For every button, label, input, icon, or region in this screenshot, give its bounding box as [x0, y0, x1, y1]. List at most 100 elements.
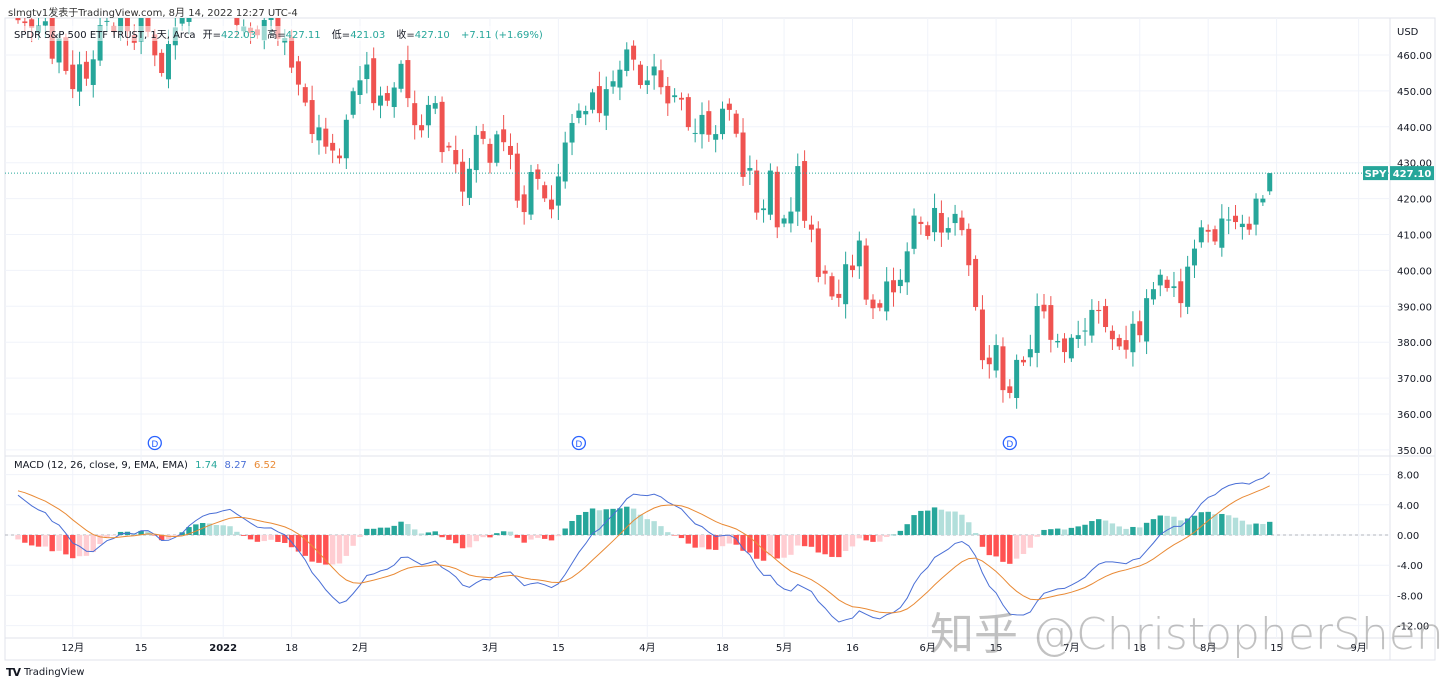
candle-body	[740, 132, 746, 177]
macd-histogram-bar	[35, 535, 42, 547]
candle-body	[1103, 306, 1109, 328]
time-tick-label: 18	[285, 643, 298, 654]
time-tick-label: 18	[1133, 643, 1146, 654]
time-tick-label: 15	[990, 643, 1003, 654]
candle-body	[268, 18, 274, 20]
macd-histogram-bar	[1034, 535, 1040, 537]
price-tick-label: 350.00	[1397, 446, 1432, 457]
macd-histogram-bar	[1027, 535, 1034, 548]
macd-histogram-bar	[220, 525, 226, 535]
price-tick-label: 370.00	[1397, 374, 1432, 385]
macd-histogram-bar	[384, 527, 391, 535]
candle-body	[802, 161, 808, 221]
macd-histogram-bar	[952, 511, 958, 535]
macd-histogram-bar	[685, 535, 692, 544]
candle-body	[637, 64, 643, 86]
candle-body	[945, 228, 951, 233]
time-tick-label: 3月	[482, 642, 498, 654]
macd-histogram-bar	[1232, 517, 1239, 535]
candle-body	[425, 104, 431, 126]
macd-histogram-bar	[870, 535, 876, 542]
candle-body	[767, 170, 773, 215]
macd-histogram-bar	[350, 535, 356, 546]
macd-histogram-bar	[247, 535, 254, 540]
candle-body	[371, 58, 377, 104]
candle-body	[979, 309, 985, 361]
candle-body	[1198, 227, 1204, 243]
candle-body	[357, 80, 363, 95]
macd-pane	[5, 472, 1390, 623]
macd-histogram-bar	[377, 527, 384, 535]
macd-histogram-bar	[453, 535, 459, 544]
candle-body	[815, 228, 821, 277]
macd-histogram-bar	[282, 535, 288, 543]
candle-body	[576, 110, 582, 118]
candle-body	[42, 21, 48, 26]
candle-body	[118, 18, 124, 33]
macd-histogram-bar	[1184, 518, 1191, 535]
candle-body	[214, 0, 219, 1]
watermark: 知乎 @ChristopherShen	[930, 609, 1440, 660]
candle-body	[583, 111, 589, 115]
macd-histogram-bar	[145, 531, 151, 535]
footer: TV TradingView	[6, 666, 84, 679]
candle-body	[480, 131, 486, 139]
macd-histogram-bar	[877, 535, 883, 542]
macd-histogram-bar	[1007, 535, 1013, 564]
dividend-marker-icon	[1002, 435, 1017, 451]
macd-histogram-bar	[1130, 526, 1136, 535]
candle-body	[692, 132, 698, 134]
candle-body	[1034, 306, 1040, 353]
macd-signal-value: 6.52	[253, 460, 277, 471]
candle-body	[70, 64, 76, 90]
candle-body	[501, 129, 507, 143]
macd-histogram-bar	[42, 535, 49, 547]
macd-histogram-bar	[446, 535, 452, 540]
candle-body	[1007, 386, 1013, 393]
candle-body	[521, 194, 527, 213]
price-tick-label: 440.00	[1397, 123, 1432, 134]
candle-body	[1260, 198, 1266, 203]
candle-body	[1219, 218, 1225, 248]
symbol-title: SPDR S&P 500 ETF TRUST, 1天, Arca	[14, 30, 196, 41]
macd-histogram-bar	[487, 535, 493, 538]
macd-histogram-bar	[28, 535, 35, 546]
macd-histogram-bar	[548, 535, 555, 541]
macd-line-value: 8.27	[224, 460, 247, 471]
candle-body	[1233, 215, 1239, 223]
price-tick-label: 400.00	[1397, 266, 1432, 277]
macd-histogram-bar	[781, 535, 787, 558]
close-label: 收=	[396, 30, 415, 41]
dividend-marker-icon	[571, 435, 587, 451]
candle-body	[1082, 330, 1088, 332]
macd-histogram-bar	[719, 535, 726, 547]
macd-tick-label: -12.00	[1397, 622, 1429, 633]
macd-histogram-bar	[610, 508, 616, 535]
time-tick-label: 18	[716, 643, 729, 654]
candle-body	[808, 224, 814, 230]
macd-histogram-bar	[227, 526, 233, 535]
candle-body	[1062, 338, 1068, 353]
candle-body	[1014, 359, 1020, 398]
macd-histogram-bar	[528, 535, 534, 540]
time-tick-label: 2022	[209, 643, 237, 654]
macd-histogram-bar	[699, 535, 705, 548]
macd-histogram-bar	[172, 535, 179, 536]
macd-histogram-bar	[1191, 515, 1198, 535]
dividend-marker-label: D	[1006, 440, 1013, 450]
macd-histogram-bar	[22, 535, 28, 543]
candle-body	[1000, 346, 1006, 391]
candle-body	[1239, 223, 1245, 228]
macd-histogram-bar	[83, 535, 90, 556]
macd-histogram-bar	[302, 535, 308, 556]
candle-body	[631, 45, 637, 60]
macd-histogram-bar	[1239, 520, 1246, 535]
macd-histogram-bar	[890, 534, 897, 536]
macd-histogram-bar	[883, 535, 890, 537]
candle-body	[460, 161, 466, 192]
candle-body	[918, 221, 924, 224]
candle-body	[384, 93, 390, 101]
candle-body	[788, 211, 794, 224]
candle-body	[569, 122, 575, 143]
